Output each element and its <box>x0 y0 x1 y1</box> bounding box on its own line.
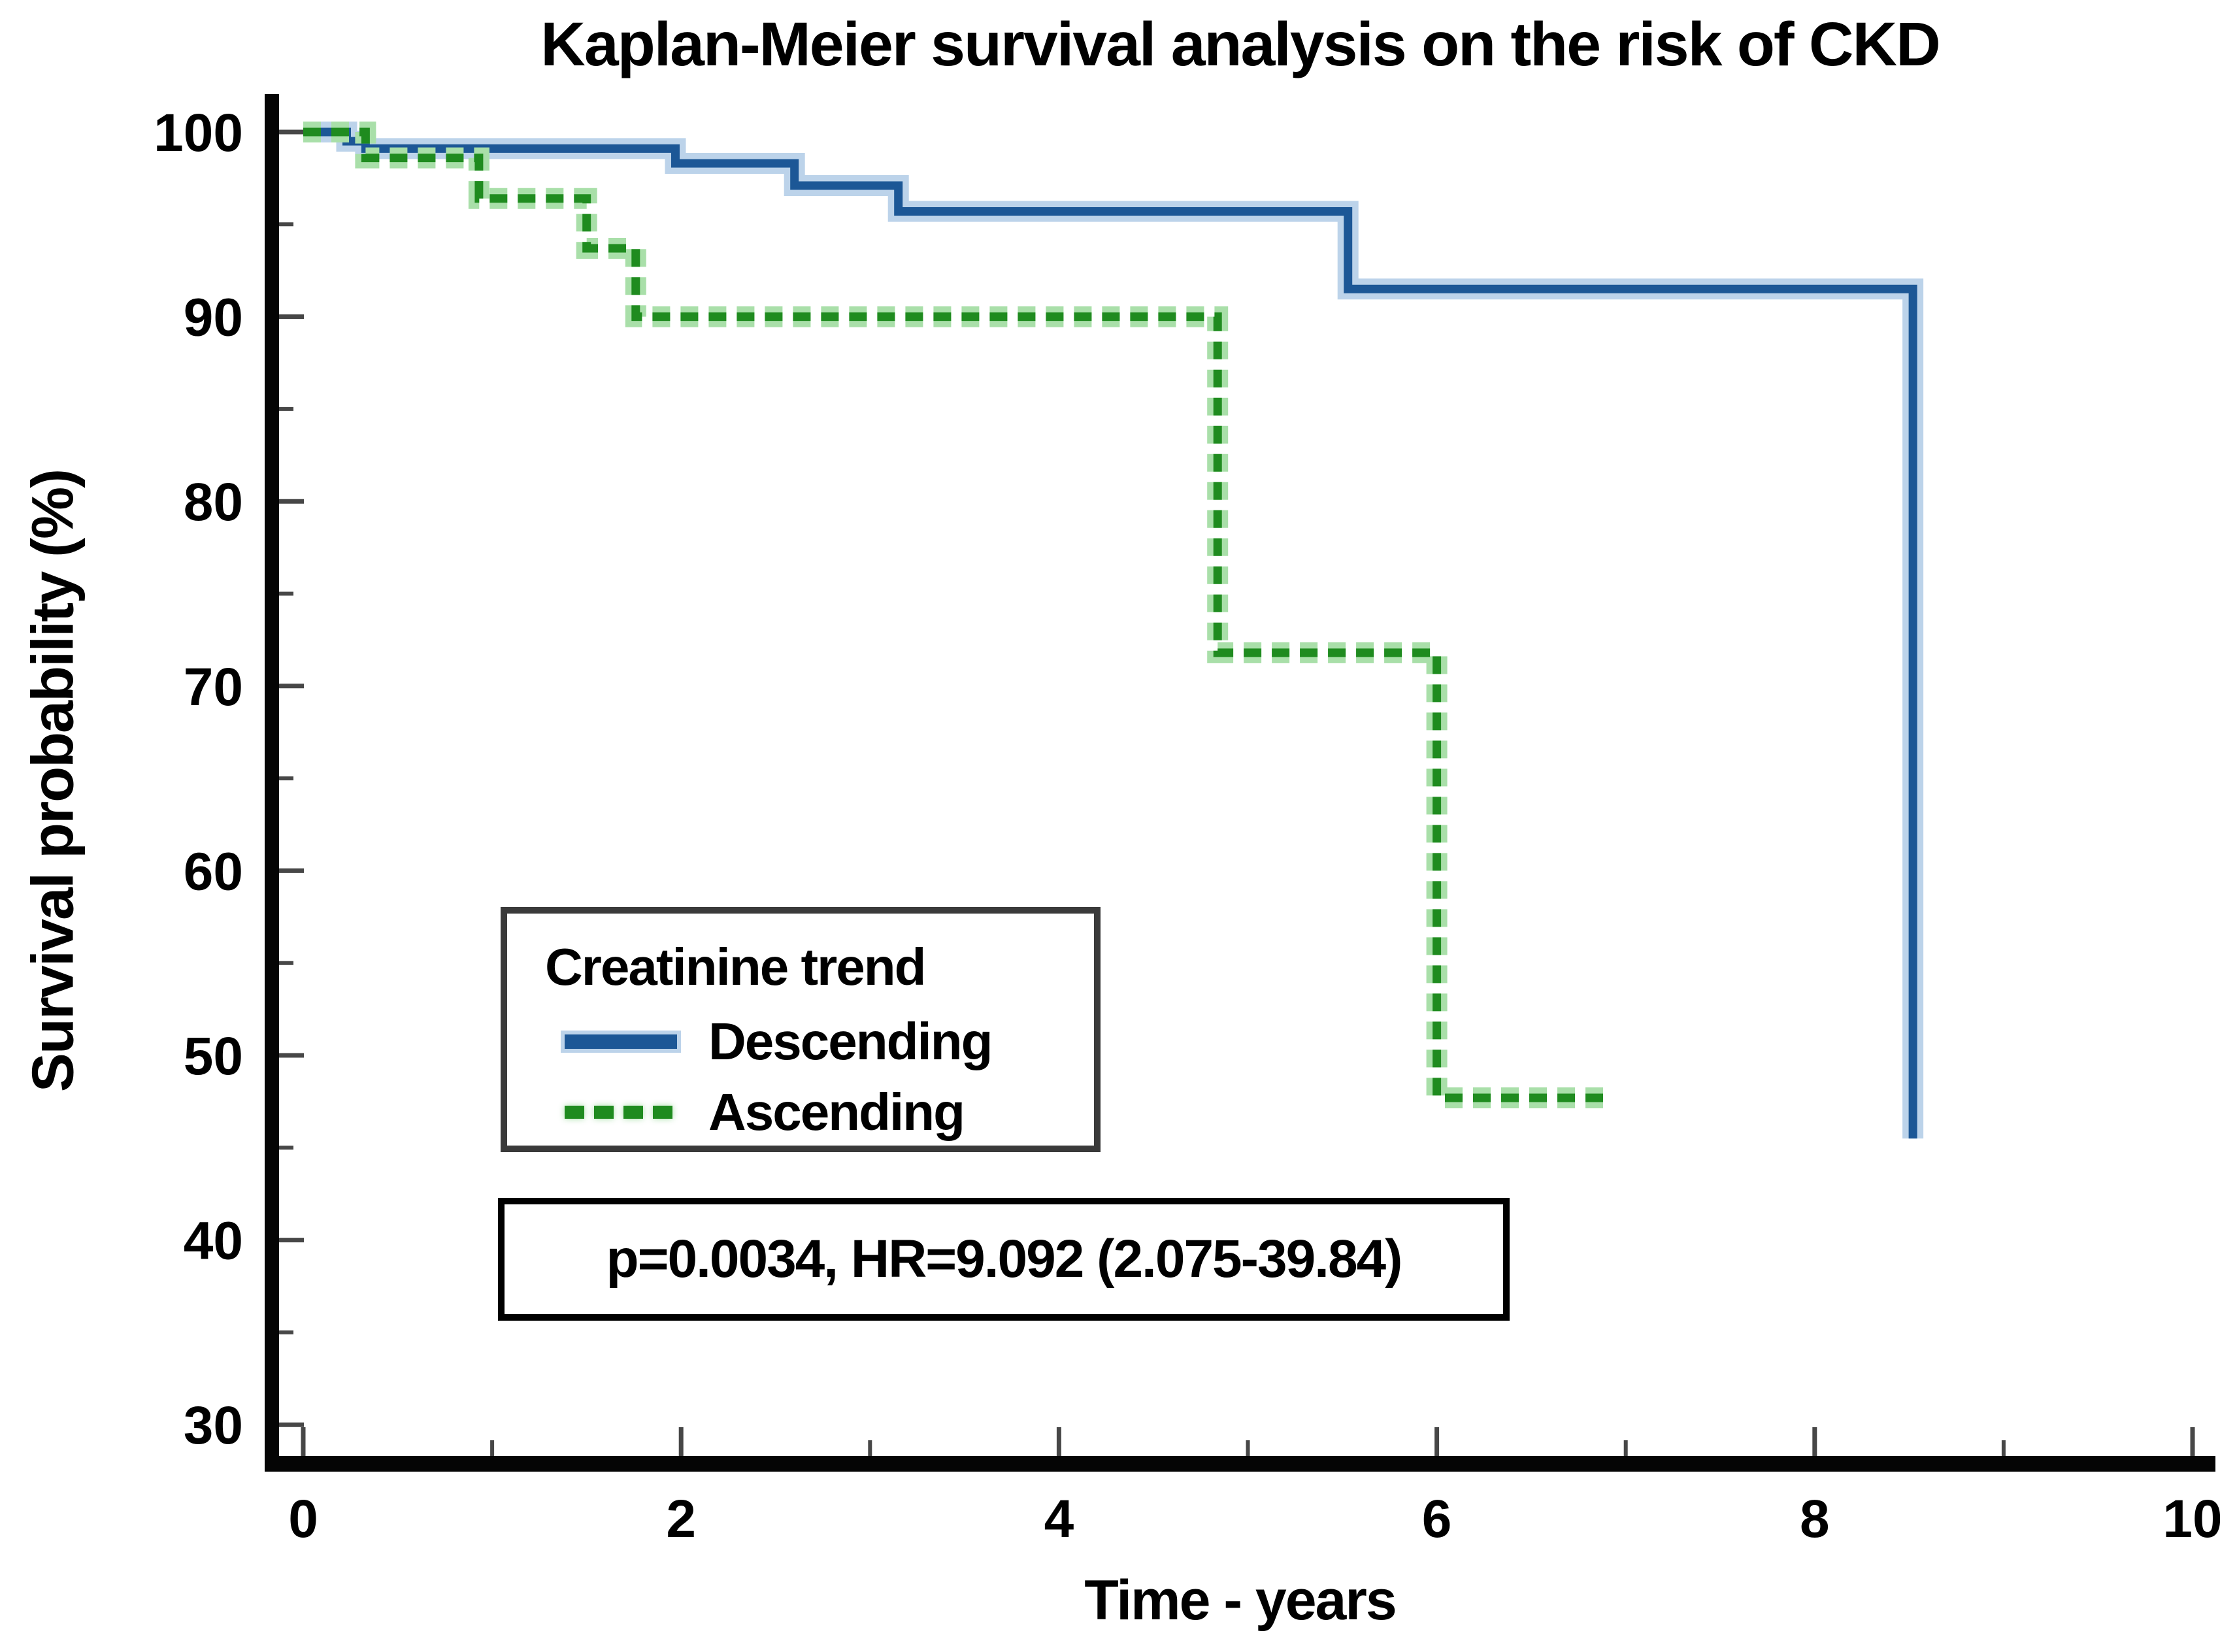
y-axis-line <box>265 94 279 1472</box>
legend-item-descending: Descending <box>565 1012 993 1072</box>
ascending-line-swatch-icon <box>565 1106 677 1119</box>
y-tick-label-30: 30 <box>184 1396 243 1455</box>
y-tick-label-50: 50 <box>184 1027 243 1086</box>
x-tick-label-2: 2 <box>666 1489 696 1549</box>
y-tick-label-40: 40 <box>184 1212 243 1271</box>
series-ascending-path <box>303 127 1607 1102</box>
y-axis-title: Survival probability (%) <box>20 469 86 1093</box>
stats-annotation-box: p=0.0034, HR=9.092 (2.075-39.84) <box>498 1198 1510 1321</box>
y-tick-label-90: 90 <box>184 288 243 348</box>
legend-item-ascending: Ascending <box>565 1082 965 1142</box>
stats-annotation-text: p=0.0034, HR=9.092 (2.075-39.84) <box>606 1229 1403 1289</box>
x-tick-label-8: 8 <box>1800 1489 1830 1549</box>
x-axis-title: Time - years <box>1084 1569 1397 1632</box>
legend-label-descending: Descending <box>708 1012 993 1070</box>
x-tick-label-6: 6 <box>1422 1489 1452 1549</box>
legend-label-ascending: Ascending <box>708 1083 965 1141</box>
y-tick-label-60: 60 <box>184 842 243 901</box>
y-tick-label-80: 80 <box>184 472 243 532</box>
x-tick-label-4: 4 <box>1044 1489 1074 1549</box>
legend-box: Creatinine trend Descending Ascending <box>501 907 1101 1152</box>
y-tick-label-100: 100 <box>154 103 243 163</box>
descending-line-swatch-icon <box>565 1034 677 1049</box>
legend-title: Creatinine trend <box>545 938 926 996</box>
x-tick-label-10: 10 <box>2162 1489 2220 1549</box>
x-axis-line <box>265 1456 2215 1472</box>
chart-title: Kaplan-Meier survival analysis on the ri… <box>540 10 1940 79</box>
series-descending-path <box>303 127 1917 1139</box>
x-tick-label-0: 0 <box>288 1489 318 1549</box>
y-tick-label-70: 70 <box>184 657 243 717</box>
